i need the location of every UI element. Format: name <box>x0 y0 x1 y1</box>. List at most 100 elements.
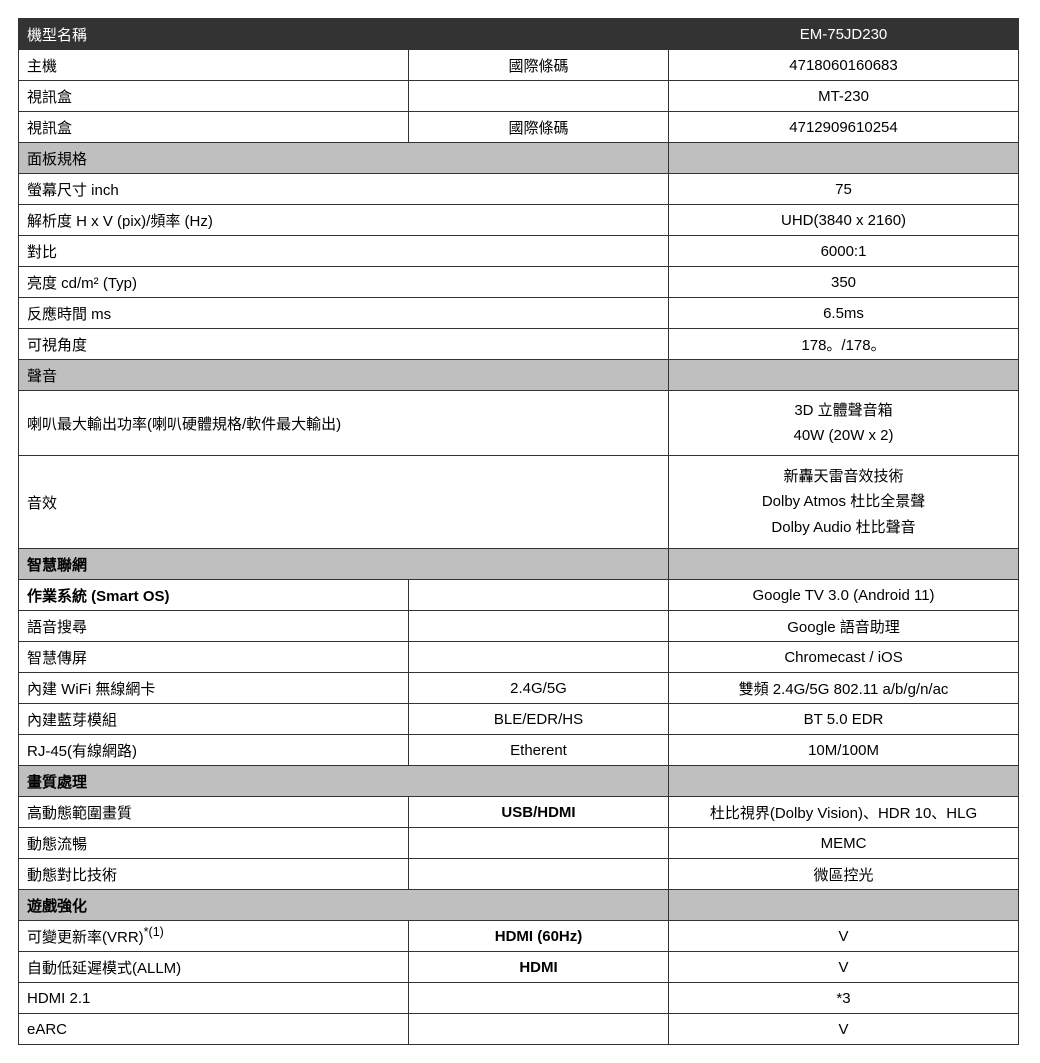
panel-row: 對比6000:1 <box>19 236 1019 267</box>
panel-row-value: 178。/178。 <box>669 329 1019 360</box>
section-smart: 智慧聯網 <box>19 549 1019 580</box>
sound-row-value: 新轟天雷音效技術Dolby Atmos 杜比全景聲Dolby Audio 杜比聲… <box>669 456 1019 549</box>
image-row: 動態對比技術 微區控光 <box>19 859 1019 890</box>
section-game: 遊戲強化 <box>19 890 1019 921</box>
smart-row-value: Google TV 3.0 (Android 11) <box>669 580 1019 611</box>
image-row-label: 動態對比技術 <box>19 859 409 890</box>
panel-row: 解析度 H x V (pix)/頻率 (Hz)UHD(3840 x 2160) <box>19 205 1019 236</box>
section-game-label: 遊戲強化 <box>19 890 669 921</box>
top-row-mid <box>409 81 669 112</box>
image-row: 高動態範圍畫質USB/HDMI杜比視界(Dolby Vision)、HDR 10… <box>19 797 1019 828</box>
panel-row: 可視角度178。/178。 <box>19 329 1019 360</box>
image-row-mid: USB/HDMI <box>409 797 669 828</box>
image-row-label: 高動態範圍畫質 <box>19 797 409 828</box>
section-panel-label: 面板規格 <box>19 143 669 174</box>
panel-row: 反應時間 ms6.5ms <box>19 298 1019 329</box>
smart-row-mid <box>409 611 669 642</box>
header-model-value: EM-75JD230 <box>669 19 1019 50</box>
image-row-value: 杜比視界(Dolby Vision)、HDR 10、HLG <box>669 797 1019 828</box>
image-row-mid <box>409 859 669 890</box>
top-row-mid: 國際條碼 <box>409 50 669 81</box>
image-row-value: 微區控光 <box>669 859 1019 890</box>
panel-row: 螢幕尺寸 inch75 <box>19 174 1019 205</box>
top-row-value: 4718060160683 <box>669 50 1019 81</box>
game-row-value: V <box>669 1014 1019 1045</box>
smart-row-value: BT 5.0 EDR <box>669 704 1019 735</box>
smart-row: RJ-45(有線網路)Etherent10M/100M <box>19 735 1019 766</box>
section-game-blank <box>669 890 1019 921</box>
panel-row-value: 75 <box>669 174 1019 205</box>
top-row-value: 4712909610254 <box>669 112 1019 143</box>
smart-row: 作業系統 (Smart OS) Google TV 3.0 (Android 11… <box>19 580 1019 611</box>
sound-row: 喇叭最大輸出功率(喇叭硬體規格/軟件最大輸出)3D 立體聲音箱40W (20W … <box>19 391 1019 456</box>
game-row-mid: HDMI <box>409 952 669 983</box>
panel-row-value: 6000:1 <box>669 236 1019 267</box>
header-model-label: 機型名稱 <box>19 19 669 50</box>
section-sound: 聲音 <box>19 360 1019 391</box>
smart-row-value: 10M/100M <box>669 735 1019 766</box>
smart-row: 智慧傳屏 Chromecast / iOS <box>19 642 1019 673</box>
smart-row-value: Google 語音助理 <box>669 611 1019 642</box>
game-row-label: eARC <box>19 1014 409 1045</box>
smart-row-mid: Etherent <box>409 735 669 766</box>
section-sound-label: 聲音 <box>19 360 669 391</box>
smart-row-mid: 2.4G/5G <box>409 673 669 704</box>
sound-row-value: 3D 立體聲音箱40W (20W x 2) <box>669 391 1019 456</box>
panel-row: 亮度 cd/m² (Typ)350 <box>19 267 1019 298</box>
panel-row-label: 對比 <box>19 236 669 267</box>
smart-row-mid <box>409 642 669 673</box>
sound-row: 音效新轟天雷音效技術Dolby Atmos 杜比全景聲Dolby Audio 杜… <box>19 456 1019 549</box>
smart-row: 內建 WiFi 無線網卡2.4G/5G雙頻 2.4G/5G 802.11 a/b… <box>19 673 1019 704</box>
top-row-label: 主機 <box>19 50 409 81</box>
game-row-mid <box>409 983 669 1014</box>
section-image-blank <box>669 766 1019 797</box>
smart-row-label: 內建 WiFi 無線網卡 <box>19 673 409 704</box>
smart-row-label: 內建藍芽模組 <box>19 704 409 735</box>
section-image-label: 畫質處理 <box>19 766 669 797</box>
game-row-label: 可變更新率(VRR)*(1) <box>19 921 409 952</box>
section-sound-blank <box>669 360 1019 391</box>
panel-row-label: 可視角度 <box>19 329 669 360</box>
sound-row-label: 音效 <box>19 456 669 549</box>
game-row-value: *3 <box>669 983 1019 1014</box>
header-row: 機型名稱EM-75JD230 <box>19 19 1019 50</box>
section-panel-blank <box>669 143 1019 174</box>
smart-row-label: 作業系統 (Smart OS) <box>19 580 409 611</box>
game-row-label: HDMI 2.1 <box>19 983 409 1014</box>
image-row-value: MEMC <box>669 828 1019 859</box>
smart-row-mid <box>409 580 669 611</box>
smart-row-value: 雙頻 2.4G/5G 802.11 a/b/g/n/ac <box>669 673 1019 704</box>
game-row-value: V <box>669 952 1019 983</box>
smart-row-label: 智慧傳屏 <box>19 642 409 673</box>
top-row: 視訊盒 MT-230 <box>19 81 1019 112</box>
section-image: 畫質處理 <box>19 766 1019 797</box>
image-row-label: 動態流暢 <box>19 828 409 859</box>
panel-row-value: 350 <box>669 267 1019 298</box>
section-panel: 面板規格 <box>19 143 1019 174</box>
smart-row: 語音搜尋 Google 語音助理 <box>19 611 1019 642</box>
panel-row-label: 亮度 cd/m² (Typ) <box>19 267 669 298</box>
panel-row-label: 解析度 H x V (pix)/頻率 (Hz) <box>19 205 669 236</box>
panel-row-label: 反應時間 ms <box>19 298 669 329</box>
image-row-mid <box>409 828 669 859</box>
smart-row-value: Chromecast / iOS <box>669 642 1019 673</box>
top-row-value: MT-230 <box>669 81 1019 112</box>
smart-row-label: RJ-45(有線網路) <box>19 735 409 766</box>
spec-table: 機型名稱EM-75JD230主機國際條碼4718060160683視訊盒MT-2… <box>18 18 1019 1045</box>
game-row-mid <box>409 1014 669 1045</box>
image-row: 動態流暢 MEMC <box>19 828 1019 859</box>
section-smart-blank <box>669 549 1019 580</box>
game-row: 可變更新率(VRR)*(1)HDMI (60Hz)V <box>19 921 1019 952</box>
top-row-label: 視訊盒 <box>19 81 409 112</box>
section-smart-label: 智慧聯網 <box>19 549 669 580</box>
top-row-mid: 國際條碼 <box>409 112 669 143</box>
top-row: 視訊盒國際條碼4712909610254 <box>19 112 1019 143</box>
game-row: eARC V <box>19 1014 1019 1045</box>
top-row: 主機國際條碼4718060160683 <box>19 50 1019 81</box>
sound-row-label: 喇叭最大輸出功率(喇叭硬體規格/軟件最大輸出) <box>19 391 669 456</box>
panel-row-value: UHD(3840 x 2160) <box>669 205 1019 236</box>
game-row-mid: HDMI (60Hz) <box>409 921 669 952</box>
smart-row: 內建藍芽模組BLE/EDR/HSBT 5.0 EDR <box>19 704 1019 735</box>
smart-row-mid: BLE/EDR/HS <box>409 704 669 735</box>
smart-row-label: 語音搜尋 <box>19 611 409 642</box>
